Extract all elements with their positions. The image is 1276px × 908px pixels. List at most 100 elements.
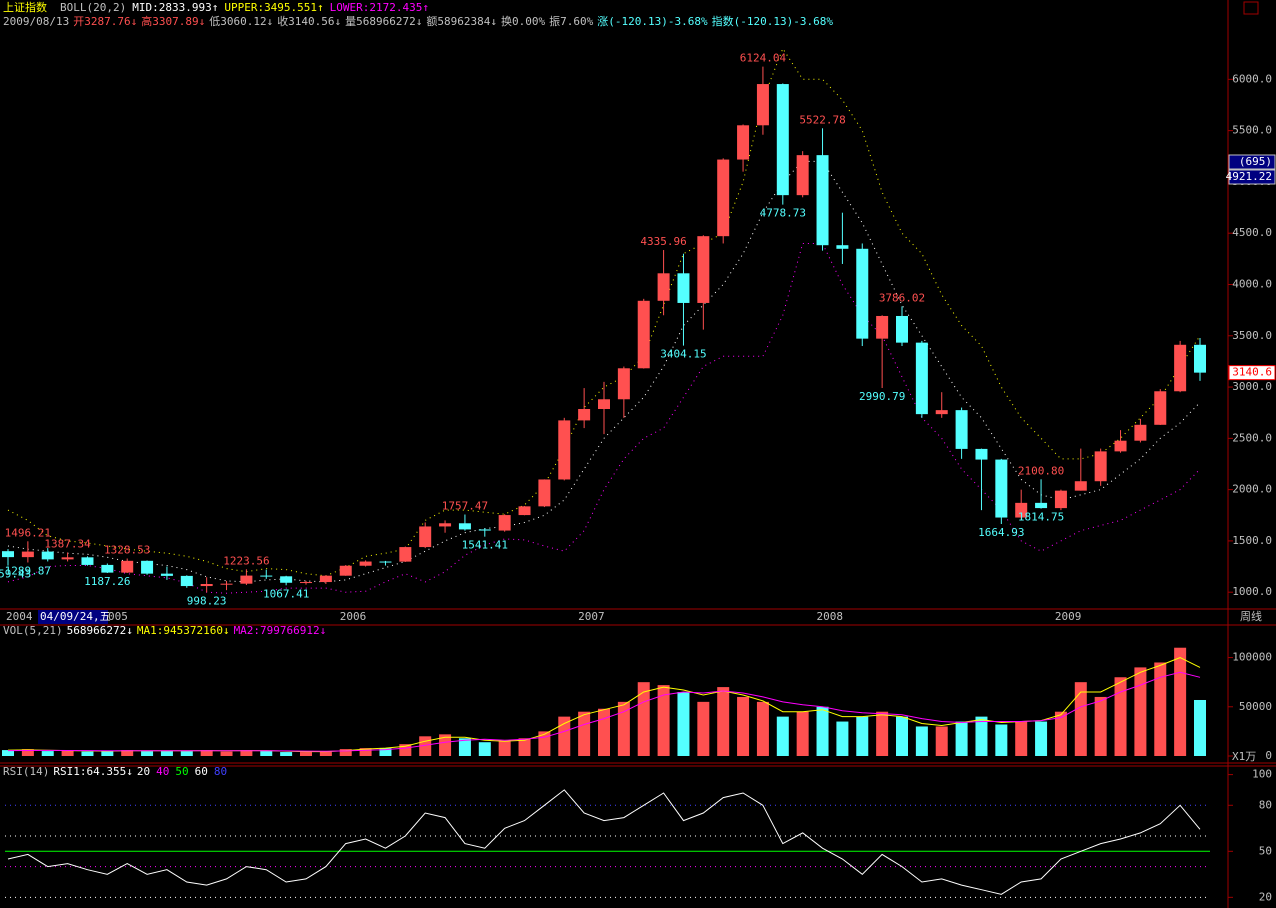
candle-body	[896, 315, 908, 343]
candle-body	[160, 573, 173, 576]
candle-body	[121, 560, 134, 573]
volume-bar	[1134, 667, 1147, 756]
x-tick-label: 2004	[6, 610, 33, 623]
legend-item: 开3287.76↓	[73, 15, 137, 28]
candle-body	[657, 273, 670, 301]
volume-bar	[896, 716, 908, 756]
y-tick-label: 2000.0	[1232, 483, 1272, 496]
candle-body	[1134, 424, 1147, 441]
legend-item: RSI(14)	[3, 765, 49, 778]
candle-body	[498, 515, 511, 531]
y-tick-label: 0	[1265, 749, 1272, 762]
candle-body	[339, 565, 352, 576]
volume-bar	[41, 751, 54, 756]
volume-bar	[101, 751, 114, 756]
volume-bar	[220, 751, 233, 756]
volume-bar	[81, 751, 94, 756]
y-tick-label: 100000	[1232, 651, 1272, 664]
unit-label: X1万	[1232, 750, 1256, 763]
candle-body	[578, 409, 591, 421]
candle-body	[558, 420, 571, 480]
legend-item: UPPER:3495.551↑	[224, 1, 323, 14]
volume-bar	[558, 716, 571, 756]
volume-bar	[1174, 647, 1187, 756]
candle-body	[1094, 451, 1107, 482]
low-label: 1187.26	[84, 575, 130, 588]
legend-item: MA2:799766912↓	[234, 624, 327, 637]
candle-body	[935, 410, 948, 415]
volume-bar	[160, 750, 173, 756]
candle-body	[1154, 391, 1167, 425]
volume-bar	[1074, 682, 1087, 756]
candle-body	[995, 459, 1008, 518]
legend-item: 量568966272↓	[345, 15, 422, 28]
volume-bar	[180, 751, 193, 756]
legend-item: BOLL(20,2)	[60, 1, 126, 14]
candle-body	[737, 125, 750, 160]
volume-bar	[935, 726, 948, 756]
volume-bar	[240, 750, 253, 756]
window-button[interactable]	[1243, 1, 1259, 15]
volume-bar	[598, 708, 610, 756]
volume-bar	[379, 748, 392, 756]
legend-item: MID:2833.993↑	[132, 1, 218, 14]
high-label: 3786.02	[879, 291, 925, 304]
level-label: 40	[156, 765, 169, 778]
candle-body	[915, 342, 928, 415]
high-label: 1757.47	[442, 500, 488, 513]
volume-bar	[439, 734, 452, 756]
candle-body	[260, 575, 273, 577]
candle-body	[876, 315, 889, 339]
legend-item: 收3140.56↓	[277, 14, 341, 28]
x-tick-label: 2007	[578, 610, 605, 623]
y-tick-label: 3500.0	[1232, 329, 1272, 342]
volume-bar	[200, 750, 213, 756]
high-label: 5522.78	[799, 113, 845, 126]
y-tick-label: 4500.0	[1232, 226, 1272, 239]
legend-item: VOL(5,21)	[3, 624, 63, 637]
candle-body	[637, 300, 650, 369]
volume-bar	[816, 706, 829, 756]
legend-item: 高3307.89↓	[141, 14, 205, 28]
candle-body	[1054, 490, 1067, 509]
volume-bar	[1035, 721, 1048, 756]
volume-bar	[399, 744, 412, 756]
volume-bar	[1094, 696, 1107, 756]
cursor-date-box	[38, 610, 108, 624]
volume-bar	[300, 752, 312, 756]
volume-bar	[578, 711, 591, 756]
low-label: 1067.41	[263, 587, 309, 600]
volume-bar	[776, 716, 789, 756]
volume-bar	[717, 687, 730, 756]
high-label: 2100.80	[1018, 464, 1064, 477]
candle-body	[379, 561, 392, 563]
rsi-line	[7, 789, 1201, 895]
volume-bar	[478, 742, 491, 756]
low-label: 1814.75	[1018, 511, 1064, 524]
candle-body	[1074, 481, 1087, 491]
cursor-label: 4921.22	[1226, 170, 1272, 183]
cursor-date: 04/09/24,五	[40, 610, 111, 623]
candle-body	[796, 155, 809, 196]
volume-bar	[995, 724, 1008, 756]
volume-bar	[856, 716, 869, 756]
high-label: 1496.21	[5, 526, 51, 539]
candle-body	[61, 557, 74, 560]
candle-body	[975, 448, 988, 460]
high-label: 1223.56	[223, 554, 269, 567]
volume-bar	[458, 738, 471, 756]
y-tick-label: 20	[1259, 890, 1272, 903]
volume-bar	[876, 711, 889, 756]
candle-body	[21, 551, 34, 558]
high-label: 1328.53	[104, 544, 150, 557]
legend-item: 指数(-120.13)-3.68%	[712, 14, 834, 28]
low-label: 2990.79	[859, 390, 905, 403]
low-label: 998.23	[187, 594, 227, 607]
low-label: 1664.93	[978, 526, 1024, 539]
candle-body	[220, 583, 233, 585]
level-label: 80	[214, 765, 227, 778]
bollinger-band	[7, 160, 1201, 583]
volume-bar	[1015, 721, 1028, 756]
